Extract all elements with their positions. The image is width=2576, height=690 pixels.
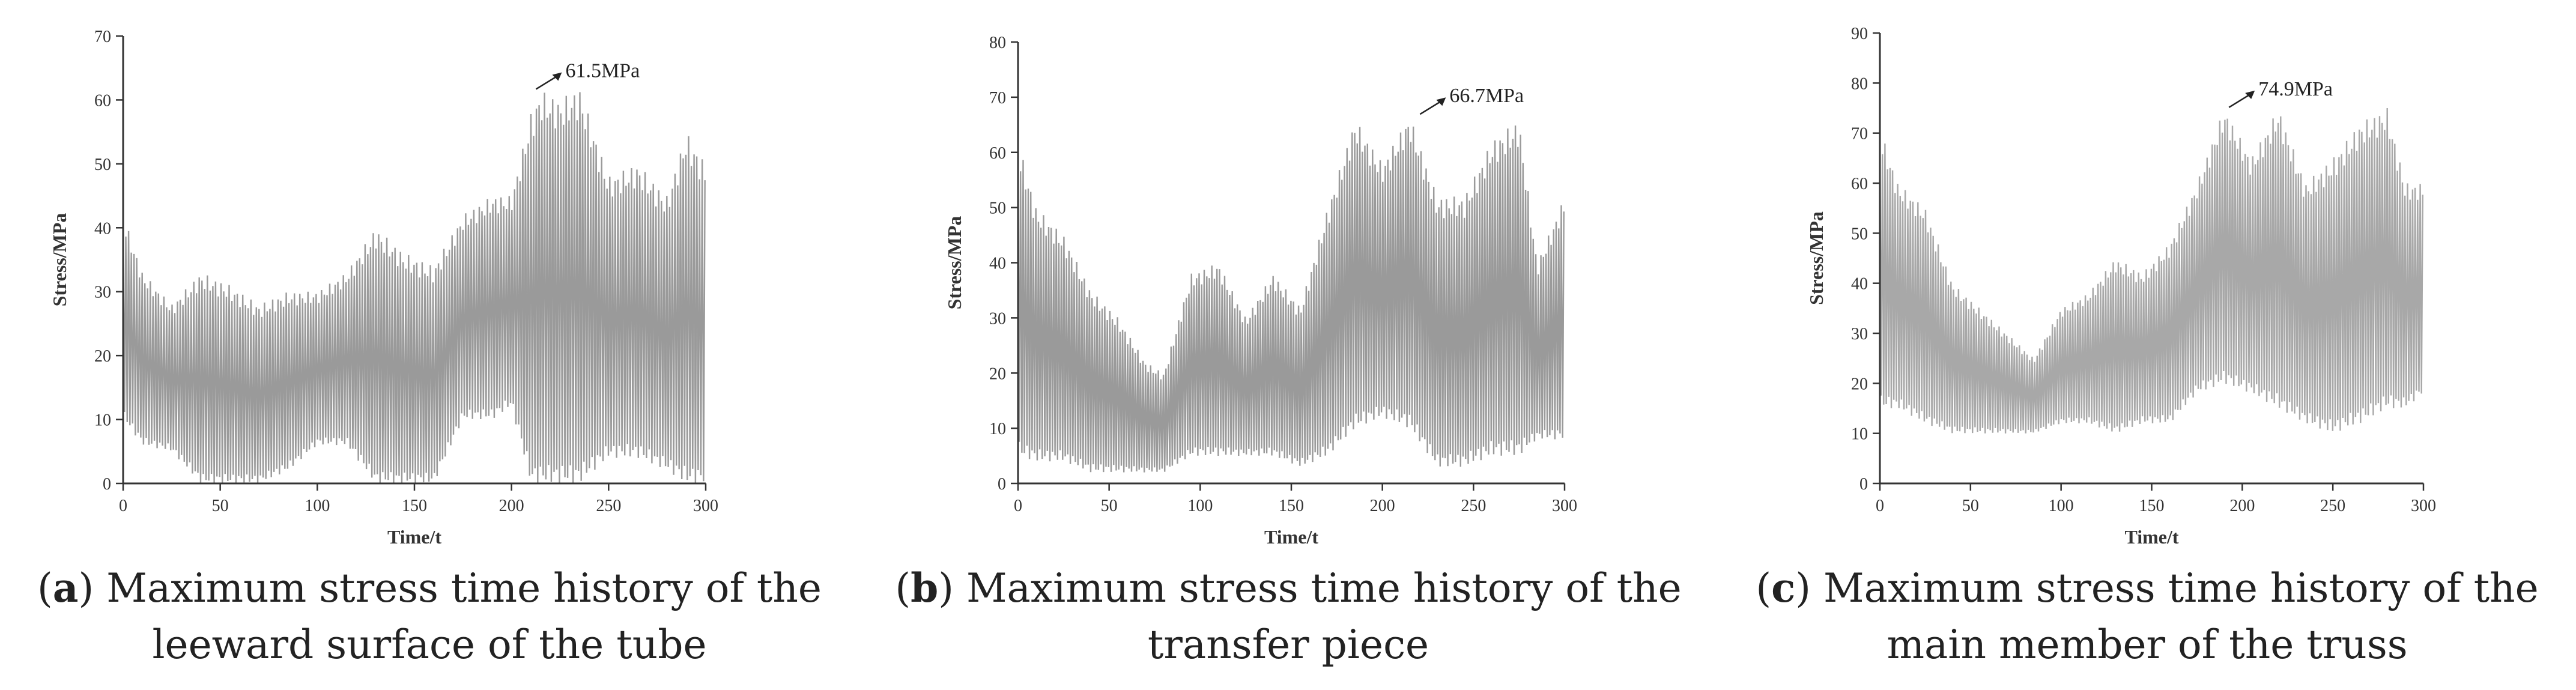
peak-arrow-head [552, 72, 562, 81]
y-tick-label: 10 [989, 420, 1006, 438]
x-tick-label: 100 [305, 497, 330, 515]
x-tick-label: 50 [1962, 497, 1979, 515]
peak-annotation-label: 74.9MPa [2258, 78, 2333, 100]
stress-series-line [122, 92, 706, 484]
peak-annotation-label: 61.5MPa [565, 59, 640, 82]
y-axis-title: Stress/MPa [49, 213, 70, 307]
y-tick-label: 30 [989, 309, 1006, 328]
y-tick-label: 10 [94, 411, 111, 430]
caption-a-letter: a [52, 564, 79, 611]
y-tick-label: 30 [1851, 325, 1868, 343]
caption-c-letter: c [1771, 564, 1796, 611]
y-tick-label: 40 [989, 255, 1006, 273]
caption-c: (c) Maximum stress time history of the m… [1756, 564, 2539, 668]
x-tick-label: 250 [2320, 497, 2345, 515]
x-tick-label: 150 [2139, 497, 2165, 515]
peak-arrow-head [2245, 90, 2255, 99]
y-tick-label: 40 [94, 219, 111, 238]
chart-a: 0 50 100 150 200 250 300 0 10 20 30 40 50 60 70 Time/t S… [49, 28, 718, 548]
x-tick-label: 200 [1370, 497, 1395, 515]
y-tick-label: 70 [1851, 125, 1868, 144]
y-tick-label: 50 [989, 199, 1006, 218]
y-tick-label: 50 [94, 156, 111, 174]
x-tick-label: 150 [1279, 497, 1304, 515]
x-axis-title: Time/t [387, 526, 441, 548]
y-tick-label: 50 [1851, 225, 1868, 243]
x-tick-label: 0 [1014, 497, 1022, 515]
caption-b-text: ) Maximum stress time history of the tra… [938, 565, 1682, 668]
y-tick-label: 60 [1851, 175, 1868, 193]
y-tick-label: 80 [989, 34, 1006, 52]
x-tick-label: 0 [119, 497, 127, 515]
x-tick-label: 100 [2049, 497, 2074, 515]
caption-b: (b) Maximum stress time history of the t… [895, 564, 1682, 668]
stress-series-line [1879, 107, 2424, 434]
caption-a-text: ) Maximum stress time history of the lee… [78, 565, 822, 668]
panel-b: 0 50 100 150 200 250 300 0 10 20 30 40 50 60 70 80 Time/… [859, 0, 1718, 690]
y-tick-label: 10 [1851, 425, 1868, 444]
y-axis-title: Stress/MPa [1805, 211, 1827, 305]
y-tick-label: 0 [1859, 475, 1868, 494]
y-tick-label: 60 [94, 91, 111, 110]
y-tick-label: 40 [1851, 275, 1868, 294]
y-tick-label: 0 [998, 475, 1006, 494]
y-tick-label: 30 [94, 283, 111, 302]
panel-c: 0 50 100 150 200 250 300 0 10 20 30 40 50 60 70 80 90 Tim… [1718, 0, 2576, 690]
x-tick-label: 0 [1876, 497, 1884, 515]
x-tick-label: 250 [1461, 497, 1486, 515]
y-tick-label: 70 [989, 89, 1006, 107]
y-tick-label: 90 [1851, 25, 1868, 43]
x-tick-label: 300 [2411, 497, 2436, 515]
x-tick-label: 50 [212, 497, 229, 515]
caption-b-letter: b [911, 564, 939, 611]
panel-a: 0 50 100 150 200 250 300 0 10 20 30 40 50 60 70 Time/t S… [0, 0, 859, 690]
y-tick-label: 70 [94, 28, 111, 46]
x-tick-label: 50 [1101, 497, 1118, 515]
caption-a: (a) Maximum stress time history of the l… [37, 564, 822, 668]
y-tick-label: 0 [103, 475, 111, 494]
y-axis-title: Stress/MPa [944, 216, 965, 310]
x-tick-label: 250 [596, 497, 621, 515]
x-tick-label: 150 [402, 497, 427, 515]
y-tick-label: 20 [94, 347, 111, 366]
chart-c: 0 50 100 150 200 250 300 0 10 20 30 40 50 60 70 80 90 Tim… [1805, 25, 2436, 548]
x-tick-label: 100 [1187, 497, 1213, 515]
y-tick-label: 60 [989, 144, 1006, 163]
x-axis-title: Time/t [2124, 526, 2178, 548]
x-axis-title: Time/t [1264, 526, 1318, 548]
stress-series-line [1017, 125, 1565, 473]
y-tick-label: 20 [989, 365, 1006, 383]
x-tick-label: 200 [2229, 497, 2255, 515]
peak-annotation-label: 66.7MPa [1449, 85, 1524, 107]
x-tick-label: 300 [693, 497, 718, 515]
y-tick-label: 20 [1851, 375, 1868, 393]
x-tick-label: 300 [1552, 497, 1577, 515]
y-tick-label: 80 [1851, 74, 1868, 93]
peak-arrow-head [1436, 97, 1446, 106]
x-tick-label: 200 [499, 497, 524, 515]
caption-c-text: ) Maximum stress time history of the mai… [1795, 565, 2539, 668]
chart-b: 0 50 100 150 200 250 300 0 10 20 30 40 50 60 70 80 Time/… [944, 34, 1577, 548]
